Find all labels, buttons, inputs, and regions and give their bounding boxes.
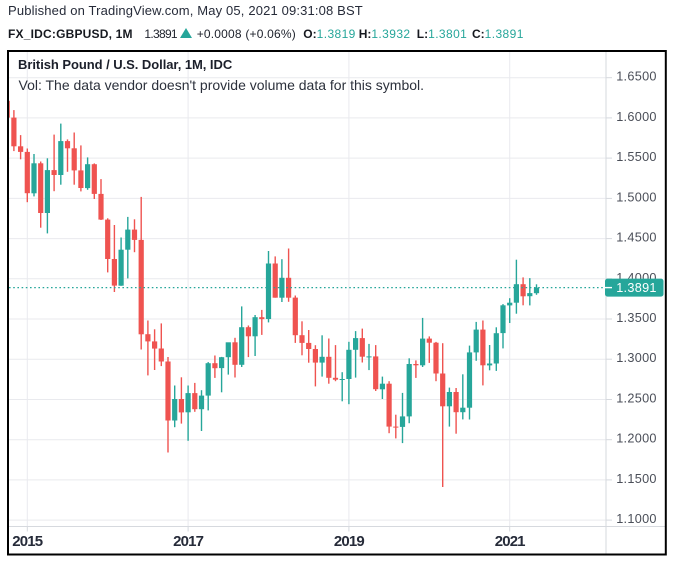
svg-text:1.2000: 1.2000 xyxy=(616,432,657,446)
svg-text:1.6500: 1.6500 xyxy=(616,70,657,84)
svg-text:2019: 2019 xyxy=(334,533,364,550)
svg-text:1.6000: 1.6000 xyxy=(616,110,657,124)
svg-text:1.3500: 1.3500 xyxy=(616,311,657,325)
svg-text:2021: 2021 xyxy=(495,533,525,550)
svg-text:1.1500: 1.1500 xyxy=(616,472,657,486)
svg-text:1.1000: 1.1000 xyxy=(616,512,657,526)
svg-text:1.2500: 1.2500 xyxy=(616,392,657,406)
svg-text:1.5500: 1.5500 xyxy=(616,150,657,164)
svg-text:2017: 2017 xyxy=(173,533,203,550)
svg-text:2015: 2015 xyxy=(12,533,42,550)
svg-text:1.4500: 1.4500 xyxy=(616,231,657,245)
svg-text:1.3891: 1.3891 xyxy=(616,281,657,295)
svg-text:1.3000: 1.3000 xyxy=(616,351,657,365)
svg-text:1.5000: 1.5000 xyxy=(616,190,657,204)
